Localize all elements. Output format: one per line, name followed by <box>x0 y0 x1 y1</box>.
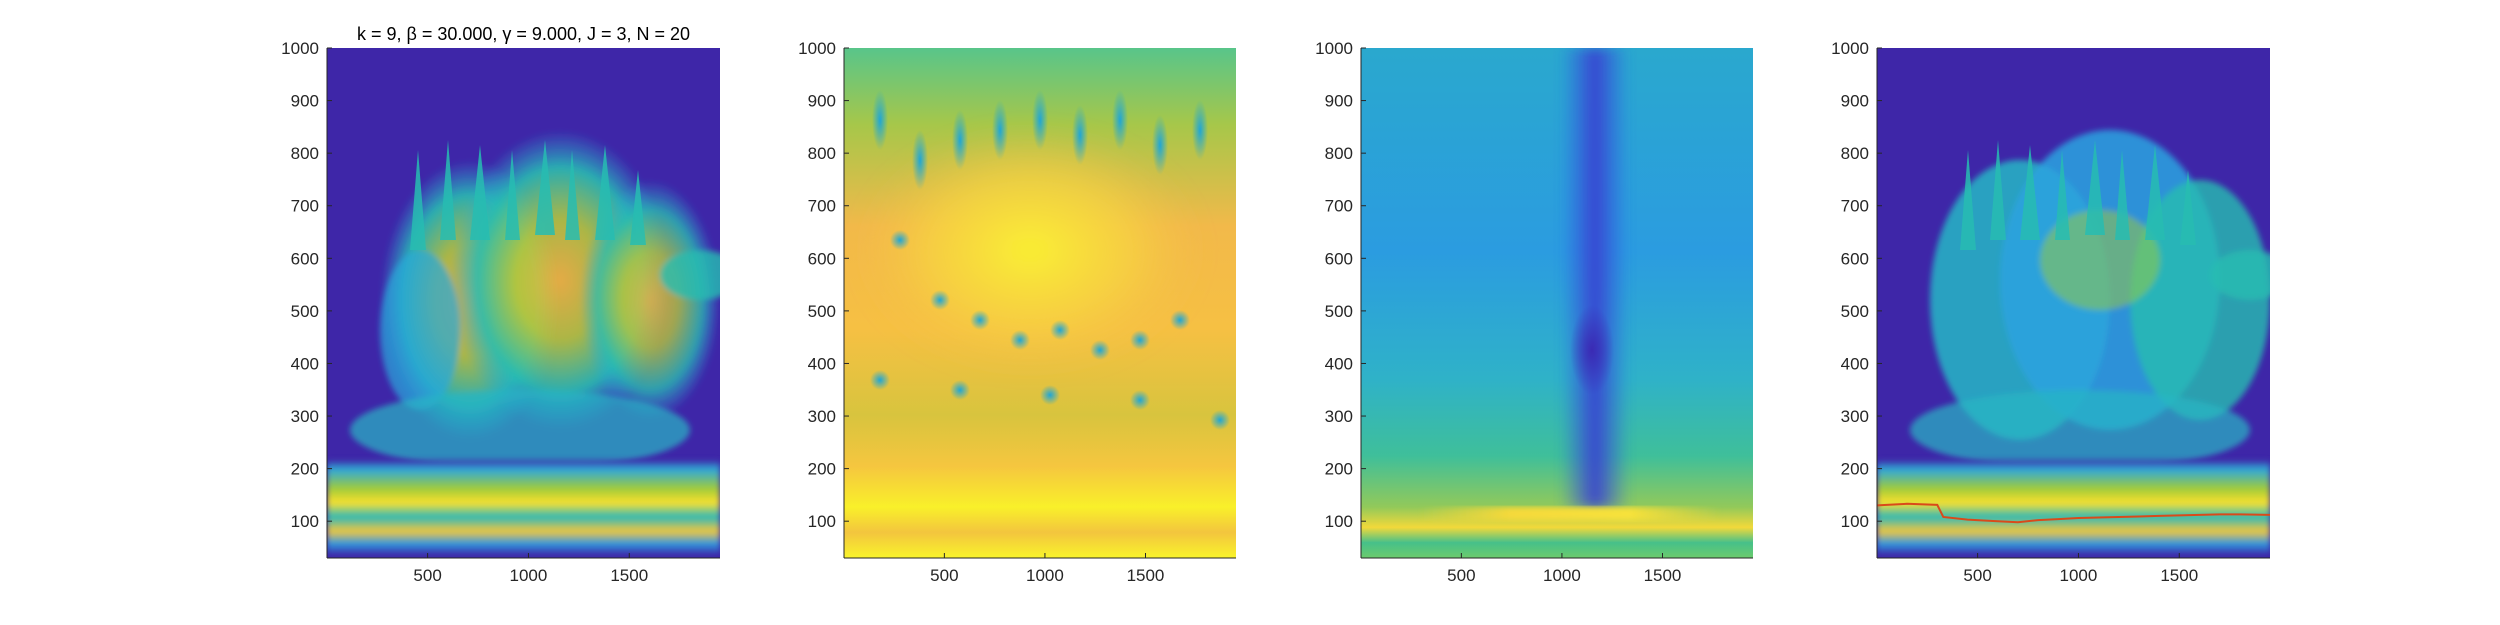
panel-1-y-tick-label: 600 <box>291 249 319 268</box>
panel-1-y-tick-label: 200 <box>291 460 319 479</box>
panel-3-y-tick-label: 1000 <box>1315 39 1353 58</box>
scalogram-panel-2 <box>844 48 1236 558</box>
panel-3-x-tick-label: 500 <box>1447 566 1475 585</box>
panel-3-x-tick-label: 1500 <box>1644 566 1682 585</box>
panel-3-x-tick-label: 1000 <box>1543 566 1581 585</box>
panel-2-y-tick-label: 300 <box>808 407 836 426</box>
panel-1-y-tick-label: 300 <box>291 407 319 426</box>
panel-2-y-tick-label: 800 <box>808 144 836 163</box>
panel-2-y-tick-label: 100 <box>808 512 836 531</box>
panel-4-ridges <box>1910 130 2270 470</box>
panel-1-y-tick-label: 400 <box>291 354 319 373</box>
panel-3-dark-column <box>1560 48 1630 508</box>
panel-3-y-tick-label: 500 <box>1325 302 1353 321</box>
panel-1-y-tick-label: 1000 <box>281 39 319 58</box>
panel-3-y-tick-label: 300 <box>1325 407 1353 426</box>
spectrogram-panel-4 <box>1877 48 2270 558</box>
panel-4-y-tick-label: 800 <box>1841 144 1869 163</box>
panel-4-x-tick-label: 1000 <box>2060 566 2098 585</box>
panel-2-spots <box>870 90 1230 430</box>
panel-1-y-tick-label: 800 <box>291 144 319 163</box>
panel-4-y-tick-label: 200 <box>1841 460 1869 479</box>
panel-2-y-tick-label: 200 <box>808 460 836 479</box>
panel-4-y-tick-label: 300 <box>1841 407 1869 426</box>
panel-3-bright-band <box>1420 507 1720 521</box>
panel-2-x-tick-label: 1500 <box>1127 566 1165 585</box>
panel-2-y-tick-label: 1000 <box>798 39 836 58</box>
difference-panel-3 <box>1361 48 1753 558</box>
panel-2-y-tick-label: 600 <box>808 249 836 268</box>
panel-3-y-tick-label: 400 <box>1325 354 1353 373</box>
panel-1-low-bands <box>327 460 720 555</box>
spectrogram-panel-1 <box>327 48 720 558</box>
panel-1-y-tick-label: 700 <box>291 197 319 216</box>
panel-3-y-tick-label: 900 <box>1325 92 1353 111</box>
panel-3-dark-spot <box>1570 305 1614 395</box>
axes-layer: 100 200 300 400 500 600 700 800 900 1000 500 1000 15… <box>281 39 2270 585</box>
panel-2-glow <box>860 130 1200 370</box>
panel-4-low-bands <box>1877 460 2270 555</box>
panel-4-y-tick-label: 400 <box>1841 354 1869 373</box>
panel-1-y-tick-label: 900 <box>291 92 319 111</box>
panel-2-x-tick-label: 500 <box>930 566 958 585</box>
panel-3-background <box>1361 48 1753 558</box>
panel-4-x-tick-label: 500 <box>1963 566 1991 585</box>
panel-2-y-tick-label: 900 <box>808 92 836 111</box>
panel-4-y-tick-label: 500 <box>1841 302 1869 321</box>
panel-3-y-tick-label: 800 <box>1325 144 1353 163</box>
panel-1-x-tick-label: 1000 <box>510 566 548 585</box>
panel-1-ridges <box>350 130 720 470</box>
panel-4-y-tick-label: 1000 <box>1831 39 1869 58</box>
panel-2-x-tick-label: 1000 <box>1026 566 1064 585</box>
panel-3-y-tick-label: 100 <box>1325 512 1353 531</box>
panel-4-x-tick-label: 1500 <box>2160 566 2198 585</box>
panel-4-y-tick-label: 600 <box>1841 249 1869 268</box>
panel-3-y-tick-label: 700 <box>1325 197 1353 216</box>
panel-1-y-tick-label: 500 <box>291 302 319 321</box>
panel-1-x-tick-label: 1500 <box>610 566 648 585</box>
panel-2-y-tick-label: 400 <box>808 354 836 373</box>
panel-1-y-tick-label: 100 <box>291 512 319 531</box>
panel-3-y-tick-label: 600 <box>1325 249 1353 268</box>
panel-2-y-tick-label: 700 <box>808 197 836 216</box>
panel-4-y-tick-label: 100 <box>1841 512 1869 531</box>
panel-4-y-tick-label: 900 <box>1841 92 1869 111</box>
panel-1-spikes <box>410 140 646 250</box>
panel-1-x-tick-label: 500 <box>413 566 441 585</box>
panel-4-y-tick-label: 700 <box>1841 197 1869 216</box>
panel-4-spikes <box>1960 140 2196 250</box>
plot-title: k = 9, β = 30.000, γ = 9.000, J = 3, N =… <box>357 24 690 44</box>
ridge-overlay-line <box>1877 502 2270 524</box>
panel-2-y-tick-label: 500 <box>808 302 836 321</box>
panel-3-y-tick-label: 200 <box>1325 460 1353 479</box>
